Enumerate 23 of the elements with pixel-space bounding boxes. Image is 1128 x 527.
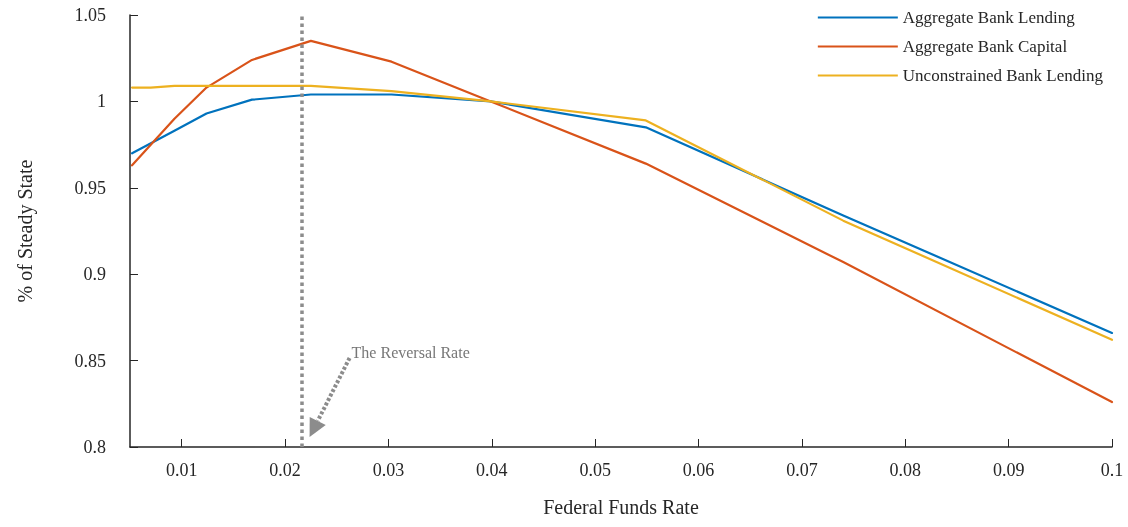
x-tick-label: 0.08 <box>889 460 922 480</box>
y-tick-label: 1.05 <box>74 5 106 25</box>
x-tick-label: 0.07 <box>786 460 818 480</box>
x-tick-label: 0.06 <box>682 460 715 480</box>
y-tick-label: 0.85 <box>74 350 106 371</box>
y-tick-label: 1 <box>97 91 106 112</box>
x-tick-label: 0.03 <box>372 460 405 480</box>
y-tick-label: 0.95 <box>74 177 106 198</box>
y-tick-label: 0.8 <box>83 437 106 457</box>
x-axis-title: Federal Funds Rate <box>543 496 699 518</box>
annotation: The Reversal Rate <box>351 343 470 361</box>
x-tick-label: 0.02 <box>269 460 301 480</box>
x-tick-label: 0.05 <box>579 460 611 480</box>
legend-label: Aggregate Bank Lending <box>902 8 1076 27</box>
x-tick-label: 0.04 <box>476 460 508 480</box>
legend-label: Aggregate Bank Capital <box>902 37 1068 56</box>
x-tick-label: 0.09 <box>992 460 1025 480</box>
legend-label: Unconstrained Bank Lending <box>902 66 1104 85</box>
x-tick-label: 0.01 <box>165 460 198 480</box>
line-series <box>130 39 1114 404</box>
y-axis-title: % of Steady State <box>14 159 37 303</box>
y-tick-label: 0.9 <box>83 264 106 285</box>
x-tick-label: 0.1 <box>1100 460 1124 480</box>
